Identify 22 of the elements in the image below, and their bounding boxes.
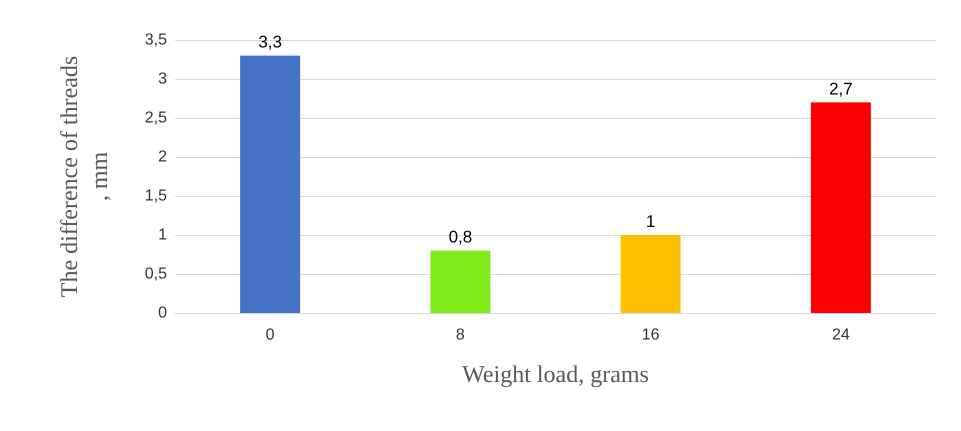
data-label: 3,3	[258, 32, 282, 52]
data-label: 2,7	[829, 79, 853, 98]
x-tick-label: 16	[642, 326, 660, 344]
bar	[430, 250, 490, 313]
y-tick-label: 2,5	[144, 110, 168, 126]
y-tick-label: 0,5	[144, 266, 168, 282]
x-tick-label: 0	[266, 326, 275, 344]
data-label: 1	[646, 212, 656, 231]
x-axis-title: Weight load, grams	[462, 362, 649, 388]
y-tick-label: 1	[158, 226, 168, 244]
y-tick-label: 2	[158, 148, 168, 166]
x-tick-label: 8	[456, 326, 465, 344]
y-tick-label: 3,5	[144, 32, 168, 48]
y-tick-label: 3	[158, 70, 168, 88]
y-axis-title: The difference of threads , mm	[57, 56, 113, 298]
x-tick-label: 24	[832, 326, 850, 344]
y-tick-label: 1,5	[144, 188, 168, 204]
bar	[810, 102, 871, 313]
bar	[620, 235, 681, 313]
bar	[240, 56, 300, 313]
y-tick-label: 0	[158, 304, 168, 322]
data-label: 0,8	[448, 228, 472, 247]
